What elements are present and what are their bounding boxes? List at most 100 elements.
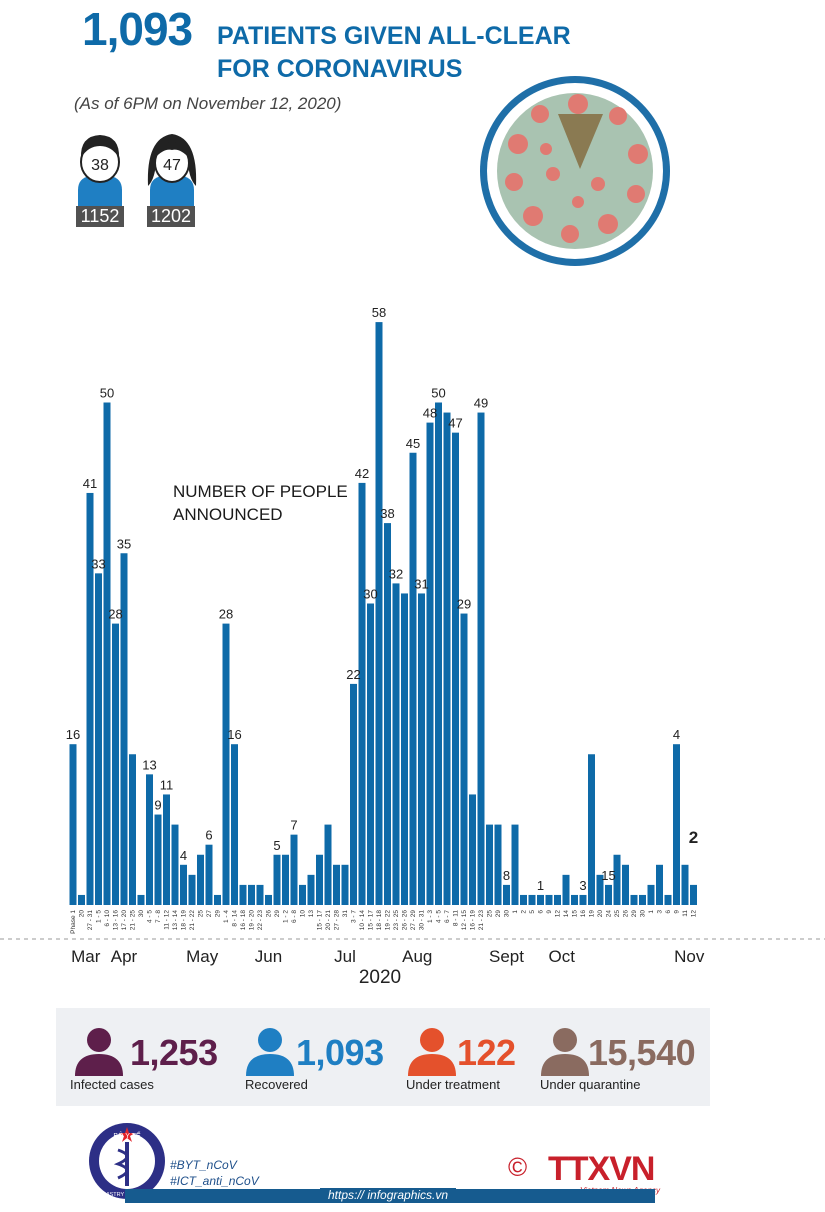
chart-tick-label: 9 (546, 910, 553, 914)
chart-tick-label: 19 - 22 (385, 910, 392, 931)
stat-infected-value: 1,253 (130, 1032, 218, 1073)
stat-treatment-value: 122 (457, 1032, 516, 1073)
chart-data-label: 4 (673, 727, 680, 742)
chart-bar (401, 593, 408, 905)
chart-data-label: 1 (537, 878, 544, 893)
chart-tick-label: 26 - 26 (402, 910, 409, 931)
ministry-of-health-logo-icon: BỘ Y TẾ MINISTRY OF HEALTH (89, 1123, 165, 1199)
chart-data-label: 9 (154, 798, 161, 813)
chart-bar (494, 824, 502, 905)
chart-tick-label: 7 - 8 (155, 910, 162, 923)
chart-tick-label: 30 (640, 910, 647, 918)
chart-tick-label: 20 (597, 910, 604, 918)
chart-bar (69, 744, 77, 905)
chart-tick-label: 27 - 28 (334, 910, 341, 931)
chart-bar (316, 854, 323, 905)
chart-tick-label: 27 - 29 (410, 910, 417, 931)
female-avatar-icon (147, 134, 197, 206)
website-link[interactable]: https:// infographics.vn (320, 1188, 457, 1202)
chart-tick-label: 6 (538, 910, 545, 914)
chart-tick-label: 3 (657, 910, 664, 914)
chart-bar (95, 573, 102, 905)
chart-tick-label: 30 - 31 (419, 910, 426, 931)
chart-bar (197, 854, 204, 905)
chart-data-label: 58 (372, 305, 386, 320)
chart-annotation-line1: NUMBER OF PEOPLE (173, 482, 348, 501)
chart-tick-label: 12 - 15 (461, 910, 468, 931)
as-of-date: (As of 6PM on November 12, 2020) (74, 94, 342, 113)
chart-tick-label: 29 (631, 910, 638, 918)
coronavirus-icon (480, 76, 670, 266)
chart-tick-label: 6 - 7 (444, 910, 451, 923)
chart-tick-label: 24 (606, 910, 613, 918)
chart-bar (596, 874, 604, 905)
stat-quarantine-label: Under quarantine (540, 1077, 641, 1092)
chart-bar (137, 894, 145, 905)
stat-quarantine-value: 15,540 (588, 1032, 696, 1073)
chart-tick-label: 19 (589, 910, 596, 918)
infected-person-icon (75, 1028, 123, 1076)
chart-tick-label: 2 (521, 910, 528, 914)
chart-data-label: 31 (414, 576, 428, 591)
chart-bar (418, 593, 425, 905)
hashtag-ict: #ICT_anti_nCoV (170, 1174, 259, 1188)
chart-bar (375, 322, 383, 906)
chart-bar (647, 884, 655, 905)
chart-tick-label: 15 (572, 910, 579, 918)
stat-recovered-label: Recovered (245, 1077, 308, 1092)
chart-bar (622, 864, 629, 905)
chart-tick-label: 1 - 5 (96, 910, 103, 923)
chart-data-label: 45 (406, 436, 420, 451)
chart-data-label: 33 (91, 556, 105, 571)
chart-month-label: Apr (111, 947, 138, 966)
chart-tick-label: 31 (342, 910, 349, 918)
bar-chart: 1641335028351391146281657224230583832453… (0, 305, 825, 988)
chart-bar (409, 452, 417, 905)
chart-tick-label: 1 - 2 (283, 910, 290, 923)
female-age: 47 (163, 157, 181, 174)
chart-tick-label: 29 (495, 910, 502, 918)
chart-bar (324, 824, 332, 905)
chart-tick-label: 23 - 25 (393, 910, 400, 931)
chart-bar (367, 603, 374, 905)
stats-panel (56, 1008, 710, 1106)
chart-tick-label: 27 (206, 910, 213, 918)
chart-data-label: 6 (205, 828, 212, 843)
chart-data-label: 28 (219, 607, 233, 622)
chart-bar (163, 794, 170, 905)
stat-infected-label: Infected cases (70, 1077, 154, 1092)
chart-data-label: 13 (142, 757, 156, 772)
chart-tick-label: 22 - 23 (257, 910, 264, 931)
chart-bar (290, 834, 298, 905)
chart-tick-label: 30 (138, 910, 145, 918)
chart-bar (613, 854, 621, 905)
chart-tick-label: 6 - 10 (104, 910, 111, 927)
chart-data-label: 15 (601, 868, 615, 883)
chart-bar (180, 864, 187, 905)
chart-bar (188, 874, 196, 905)
chart-tick-label: 25 (487, 910, 494, 918)
chart-bar (265, 894, 272, 905)
chart-bar (222, 623, 230, 905)
chart-tick-label: 29 (274, 910, 281, 918)
chart-tick-label: 13 (308, 910, 315, 918)
ministry-logo-top-text: BỘ Y TẾ (113, 1130, 141, 1140)
chart-tick-label: 20 (79, 910, 86, 918)
chart-tick-label: 21 - 22 (189, 910, 196, 931)
ttxvn-logo: TTXVN (548, 1150, 655, 1188)
chart-tick-label: 8 - 11 (453, 910, 460, 927)
chart-bar (562, 874, 570, 905)
chart-bar (333, 864, 340, 905)
chart-bar (239, 884, 247, 905)
chart-bar (392, 583, 400, 905)
chart-data-label: 4 (180, 848, 187, 863)
chart-annotation: NUMBER OF PEOPLE ANNOUNCED (173, 480, 348, 526)
chart-bar (78, 894, 85, 905)
headline-title-line2: FOR CORONAVIRUS (217, 55, 463, 83)
chart-tick-label: 25 (198, 910, 205, 918)
chart-bar (307, 874, 315, 905)
chart-tick-label: 15 - 17 (317, 910, 324, 931)
chart-bar (673, 744, 680, 905)
chart-bar (477, 412, 485, 905)
headline-number: 1,093 (82, 3, 193, 55)
